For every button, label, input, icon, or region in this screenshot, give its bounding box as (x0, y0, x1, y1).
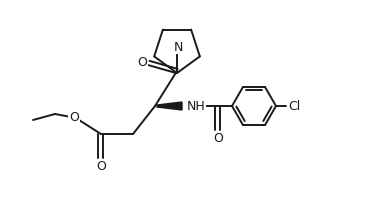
Text: O: O (213, 131, 223, 144)
Text: O: O (137, 55, 147, 68)
Text: O: O (69, 110, 79, 123)
Text: O: O (96, 159, 106, 172)
Text: N: N (173, 40, 183, 54)
Text: Cl: Cl (288, 100, 300, 113)
Text: NH: NH (187, 100, 205, 113)
Polygon shape (157, 102, 182, 110)
